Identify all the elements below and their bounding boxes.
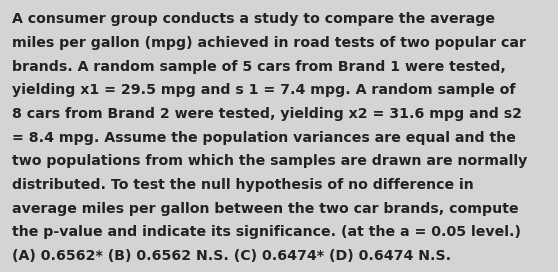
Text: (A) 0.6562* (B) 0.6562 N.S. (C) 0.6474* (D) 0.6474 N.S.: (A) 0.6562* (B) 0.6562 N.S. (C) 0.6474* … (12, 249, 451, 263)
Text: = 8.4 mpg. Assume the population variances are equal and the: = 8.4 mpg. Assume the population varianc… (12, 131, 516, 144)
Text: yielding x1 = 29.5 mpg and s 1 = 7.4 mpg. A random sample of: yielding x1 = 29.5 mpg and s 1 = 7.4 mpg… (12, 83, 516, 97)
Text: average miles per gallon between the two car brands, compute: average miles per gallon between the two… (12, 202, 519, 215)
Text: distributed. To test the null hypothesis of no difference in: distributed. To test the null hypothesis… (12, 178, 474, 192)
Text: A consumer group conducts a study to compare the average: A consumer group conducts a study to com… (12, 12, 496, 26)
Text: the p-value and indicate its significance. (at the a = 0.05 level.): the p-value and indicate its significanc… (12, 225, 521, 239)
Text: brands. A random sample of 5 cars from Brand 1 were tested,: brands. A random sample of 5 cars from B… (12, 60, 506, 73)
Text: 8 cars from Brand 2 were tested, yielding x2 = 31.6 mpg and s2: 8 cars from Brand 2 were tested, yieldin… (12, 107, 522, 121)
Text: miles per gallon (mpg) achieved in road tests of two popular car: miles per gallon (mpg) achieved in road … (12, 36, 526, 50)
Text: two populations from which the samples are drawn are normally: two populations from which the samples a… (12, 154, 528, 168)
